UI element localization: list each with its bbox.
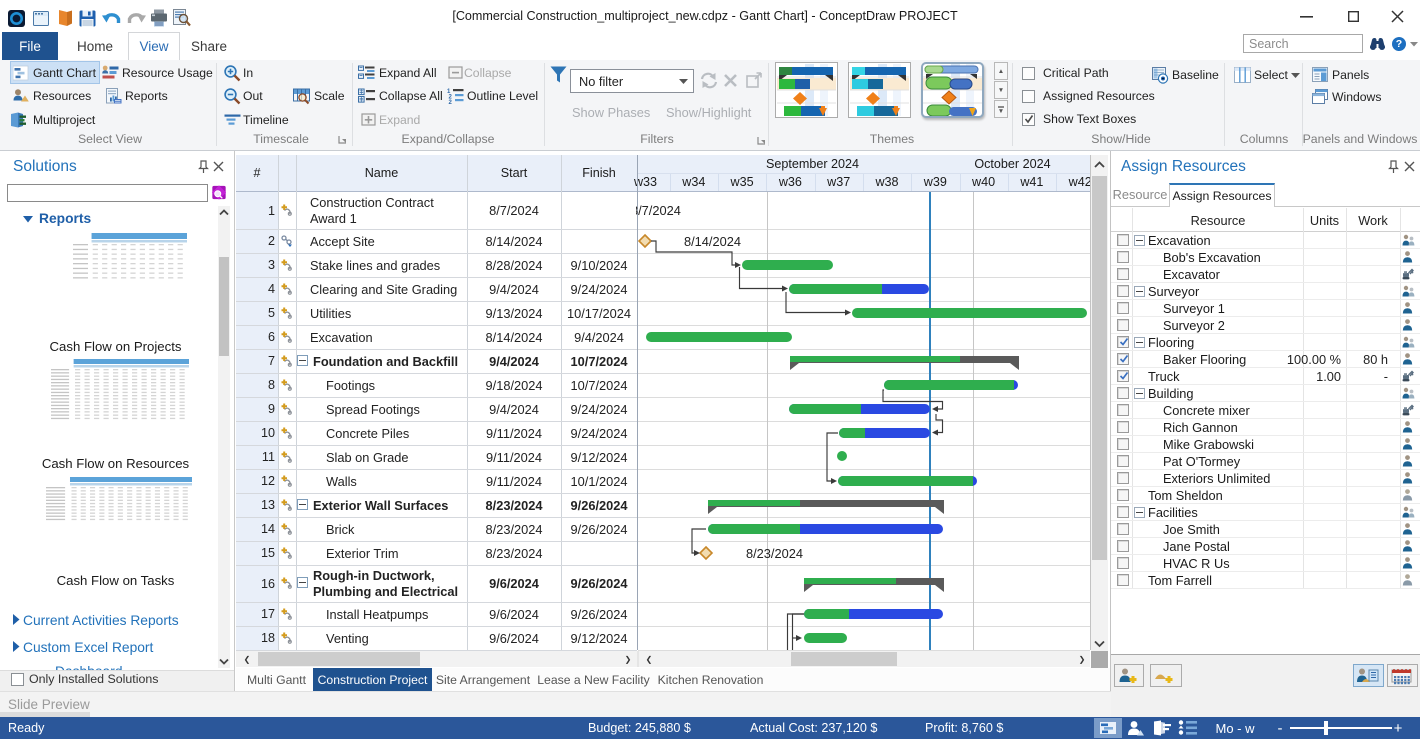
svg-text:1: 1 bbox=[447, 89, 451, 95]
svg-text:2: 2 bbox=[449, 100, 453, 105]
svg-text:2: 2 bbox=[449, 95, 453, 101]
